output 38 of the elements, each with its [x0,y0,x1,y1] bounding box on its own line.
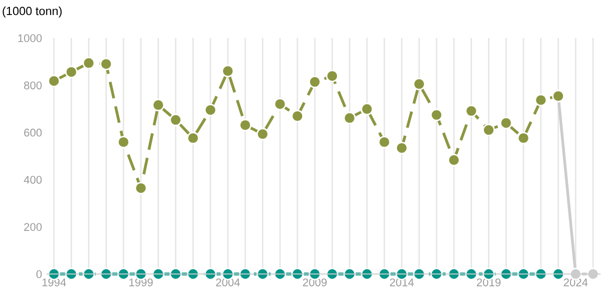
point [222,64,234,78]
point [517,132,530,144]
point [186,132,200,144]
point [100,58,112,70]
point [82,56,95,70]
point [274,98,286,110]
point [448,154,460,166]
point [291,110,304,122]
y-tick-label: 600 [24,128,42,137]
point [534,94,548,106]
point [500,116,512,130]
point [117,136,130,148]
point [48,74,60,88]
chart-title: (1000 tonn) [2,6,62,18]
point [412,78,426,90]
point [238,118,252,132]
point [378,136,391,148]
point [465,104,478,118]
point [65,66,78,78]
y-tick-label: 400 [24,176,42,184]
point [586,268,600,280]
point [256,128,269,140]
x-tick-label: 2019 [476,278,501,286]
point [430,108,443,122]
point [343,112,356,124]
point [360,102,374,116]
point [134,182,148,194]
point [308,76,322,88]
y-tick-label: 800 [24,81,42,90]
point [169,114,182,126]
point [326,70,338,82]
point [396,142,408,154]
point [482,124,495,136]
y-tick-label: 200 [24,223,42,231]
point [204,104,217,116]
y-tick-label: 1000 [18,34,42,42]
point [152,98,165,112]
y-tick-label: 0 [36,270,42,278]
